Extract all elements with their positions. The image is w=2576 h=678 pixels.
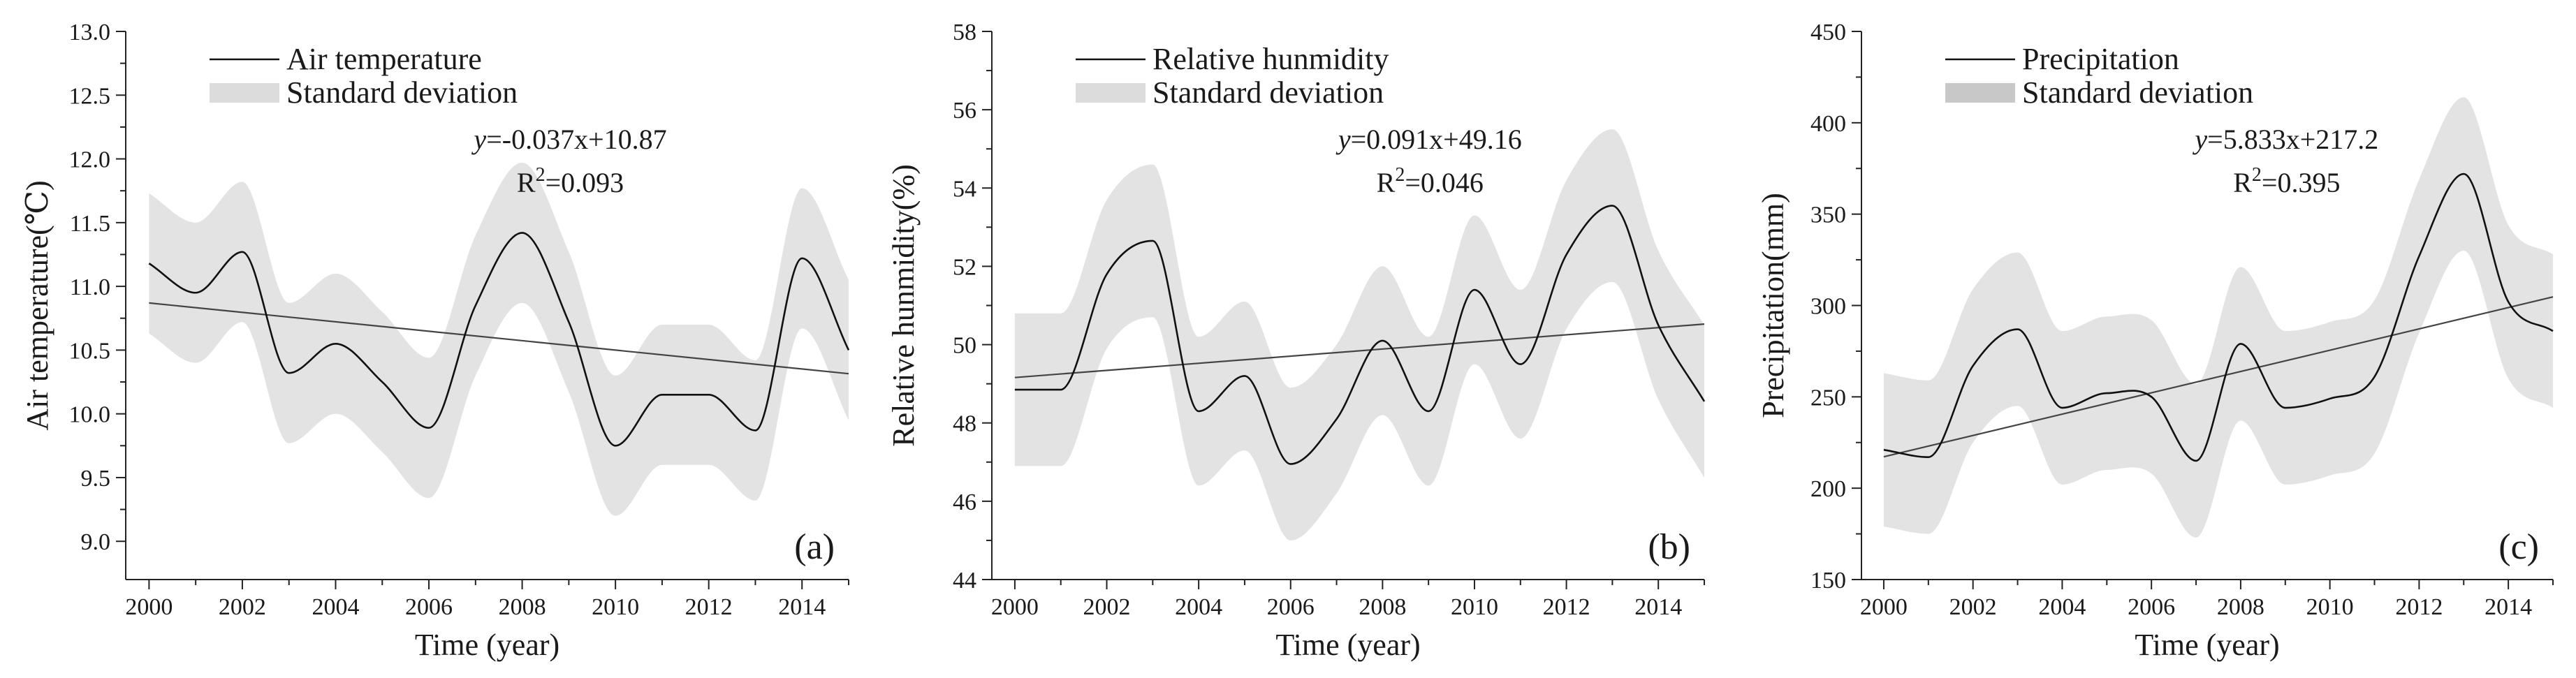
trend-line bbox=[1014, 323, 1705, 378]
y-tick-label: 56 bbox=[953, 98, 976, 124]
data-line bbox=[1014, 205, 1706, 465]
y-tick-label: 50 bbox=[953, 333, 976, 359]
x-axis-title: Time (year) bbox=[2135, 628, 2279, 662]
legend-line-label: Relative hunmidity bbox=[1152, 42, 1389, 76]
legend-band-swatch bbox=[1076, 83, 1146, 103]
data-line bbox=[148, 232, 850, 447]
x-tick-label: 2008 bbox=[499, 594, 546, 620]
y-tick-label: 11.0 bbox=[70, 274, 110, 300]
legend-line-label: Air temperature bbox=[286, 42, 482, 76]
r-squared-value: =0.046 bbox=[1405, 167, 1484, 198]
x-tick-label: 2004 bbox=[2038, 594, 2086, 620]
std-dev-band bbox=[149, 163, 849, 516]
x-tick-label: 2006 bbox=[2128, 594, 2175, 620]
y-tick-label: 450 bbox=[1810, 20, 1846, 45]
x-tick-label: 2002 bbox=[219, 594, 266, 620]
y-tick-label: 58 bbox=[953, 20, 976, 45]
r-squared: R2=0.046 bbox=[1377, 164, 1484, 198]
y-tick-label: 11.5 bbox=[70, 211, 110, 237]
trend-equation: y=5.833x+217.2 bbox=[2192, 124, 2378, 155]
equation-rhs: =-0.037x+10.87 bbox=[486, 124, 666, 155]
r-squared-exponent: 2 bbox=[536, 164, 546, 186]
equation-var: y bbox=[2192, 124, 2207, 155]
r-squared-base: R bbox=[517, 167, 536, 198]
y-tick-label: 400 bbox=[1810, 111, 1846, 137]
y-tick-label: 200 bbox=[1810, 476, 1846, 502]
y-tick-label: 54 bbox=[953, 176, 976, 202]
x-tick-label: 2004 bbox=[1175, 594, 1222, 620]
r-squared-exponent: 2 bbox=[1395, 164, 1405, 186]
panel-label: (a) bbox=[794, 527, 835, 567]
y-tick-label: 250 bbox=[1810, 385, 1846, 411]
legend-band-label: Standard deviation bbox=[1152, 75, 1384, 110]
std-dev-band bbox=[1014, 129, 1704, 540]
y-tick-label: 12.5 bbox=[69, 83, 111, 109]
r-squared: R2=0.395 bbox=[2233, 164, 2340, 198]
y-tick-label: 48 bbox=[953, 411, 976, 437]
x-tick-label: 2000 bbox=[991, 594, 1039, 620]
x-tick-label: 2006 bbox=[405, 594, 453, 620]
legend-band-swatch bbox=[210, 83, 279, 103]
x-tick-label: 2006 bbox=[1267, 594, 1315, 620]
y-tick-label: 350 bbox=[1810, 202, 1846, 228]
x-tick-label: 2002 bbox=[1949, 594, 1997, 620]
legend-band-label: Standard deviation bbox=[286, 75, 518, 110]
y-tick-label: 150 bbox=[1810, 568, 1846, 594]
x-tick-label: 2014 bbox=[778, 594, 826, 620]
x-tick-label: 2010 bbox=[2306, 594, 2354, 620]
x-axis-title: Time (year) bbox=[1275, 628, 1420, 662]
r-squared-exponent: 2 bbox=[2252, 164, 2262, 186]
x-axis-title: Time (year) bbox=[415, 628, 559, 662]
y-tick-label: 52 bbox=[953, 254, 976, 280]
equation-rhs: =5.833x+217.2 bbox=[2207, 124, 2378, 155]
r-squared-base: R bbox=[1377, 167, 1396, 198]
data-line bbox=[1883, 172, 2554, 462]
y-tick-label: 10.0 bbox=[69, 402, 111, 428]
x-tick-label: 2010 bbox=[1451, 594, 1498, 620]
chart-panel-1: 9.0 9.5 10.0 10.5 11.0 11.5 12.0 12.5 13.0 2000 20… bbox=[20, 20, 850, 662]
legend-band-label: Standard deviation bbox=[2022, 75, 2253, 110]
y-tick-label: 10.5 bbox=[69, 338, 111, 364]
x-tick-label: 2012 bbox=[1543, 594, 1590, 620]
legend-band-swatch bbox=[1945, 83, 2015, 103]
x-tick-label: 2002 bbox=[1083, 594, 1131, 620]
chart-panel-2: 44 46 48 50 52 54 56 58 2000 2002 2004 2006 2008 2010… bbox=[886, 20, 1706, 662]
r-squared-value: =0.093 bbox=[546, 167, 624, 198]
x-tick-label: 2012 bbox=[2395, 594, 2443, 620]
x-tick-label: 2004 bbox=[312, 594, 359, 620]
trend-line bbox=[1883, 296, 2554, 458]
r-squared-value: =0.395 bbox=[2262, 167, 2341, 198]
x-tick-label: 2000 bbox=[125, 594, 173, 620]
trend-equation: y=-0.037x+10.87 bbox=[471, 124, 666, 155]
y-axis-title: Air temperature(℃) bbox=[20, 180, 54, 430]
equation-var: y bbox=[1335, 124, 1351, 155]
x-tick-label: 2014 bbox=[1634, 594, 1682, 620]
y-tick-label: 46 bbox=[953, 489, 976, 515]
y-tick-label: 44 bbox=[953, 568, 976, 594]
x-tick-label: 2008 bbox=[1359, 594, 1406, 620]
std-dev-band bbox=[1883, 97, 2553, 538]
chart-panel-3: 150 200 250 300 350 400 450 2000 2002 2004 2006 200… bbox=[1756, 20, 2554, 662]
equation-var: y bbox=[471, 124, 486, 155]
equation-rhs: =0.091x+49.16 bbox=[1351, 124, 1522, 155]
y-axis-title: Precipitation(mm) bbox=[1756, 193, 1790, 418]
x-tick-label: 2014 bbox=[2484, 594, 2532, 620]
y-tick-label: 9.0 bbox=[81, 529, 111, 555]
x-tick-label: 2012 bbox=[685, 594, 733, 620]
r-squared-base: R bbox=[2233, 167, 2252, 198]
panel-label: (c) bbox=[2498, 527, 2539, 567]
panel-label: (b) bbox=[1648, 527, 1690, 567]
legend-line-label: Precipitation bbox=[2022, 42, 2179, 76]
y-axis-title: Relative hunmidity(%) bbox=[886, 164, 921, 446]
r-squared: R2=0.093 bbox=[517, 164, 624, 198]
y-tick-label: 12.0 bbox=[69, 147, 111, 173]
x-tick-label: 2000 bbox=[1860, 594, 1908, 620]
x-tick-label: 2008 bbox=[2217, 594, 2264, 620]
y-tick-label: 300 bbox=[1810, 294, 1846, 320]
trend-equation: y=0.091x+49.16 bbox=[1335, 124, 1522, 155]
y-tick-label: 13.0 bbox=[69, 20, 111, 45]
y-tick-label: 9.5 bbox=[81, 466, 111, 492]
x-tick-label: 2010 bbox=[592, 594, 639, 620]
